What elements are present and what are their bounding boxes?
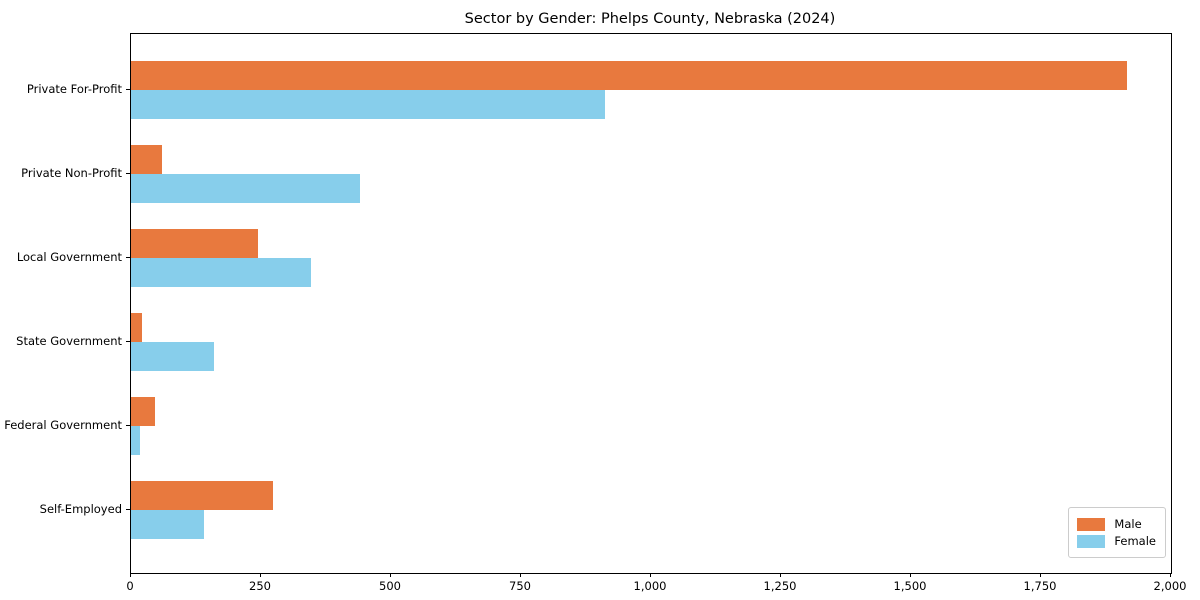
chart-title: Sector by Gender: Phelps County, Nebrask…	[464, 11, 836, 27]
x-axis-tick	[910, 573, 911, 577]
bar-male-private-for-profit	[131, 61, 1127, 90]
x-axis-tick	[1170, 573, 1171, 577]
legend-swatch-female	[1077, 534, 1106, 548]
x-axis-tick-label: 0	[126, 579, 134, 593]
x-axis-tick	[780, 573, 781, 577]
x-axis-tick-label: 1,750	[1023, 579, 1057, 593]
y-axis-tick	[126, 173, 130, 174]
y-axis-label-federal-government: Federal Government	[4, 418, 122, 432]
y-axis-label-local-government: Local Government	[16, 250, 122, 264]
x-axis-tick	[1040, 573, 1041, 577]
legend-label: Female	[1114, 534, 1156, 548]
bar-female-private-non-profit	[131, 174, 360, 203]
legend-label: Male	[1114, 517, 1142, 531]
legend-swatch-male	[1077, 517, 1106, 531]
y-axis-label-private-for-profit: Private For-Profit	[26, 82, 122, 96]
y-axis-label-state-government: State Government	[16, 334, 122, 348]
bar-male-federal-government	[131, 397, 155, 426]
x-axis-tick	[520, 573, 521, 577]
y-axis-tick	[126, 341, 130, 342]
x-axis-tick	[260, 573, 261, 577]
x-axis-tick-label: 2,000	[1153, 579, 1187, 593]
bar-female-private-for-profit	[131, 90, 606, 119]
y-axis-label-private-non-profit: Private Non-Profit	[21, 166, 122, 180]
x-axis-tick-label: 1,000	[633, 579, 667, 593]
y-axis-tick	[126, 509, 130, 510]
bar-female-self-employed	[131, 510, 204, 539]
x-axis-tick-label: 750	[509, 579, 531, 593]
plot-area: Male Female	[130, 33, 1172, 574]
x-axis-tick	[390, 573, 391, 577]
y-axis-tick	[126, 257, 130, 258]
legend: Male Female	[1068, 507, 1166, 558]
bar-male-private-non-profit	[131, 145, 163, 174]
bar-female-federal-government	[131, 426, 141, 455]
bar-female-state-government	[131, 342, 215, 371]
y-axis-tick	[126, 89, 130, 90]
bar-male-state-government	[131, 313, 143, 342]
legend-item-male: Male	[1077, 517, 1156, 531]
bar-female-local-government	[131, 258, 312, 287]
x-axis-tick-label: 500	[379, 579, 401, 593]
x-axis-tick	[130, 573, 131, 577]
x-axis-tick-label: 1,250	[763, 579, 797, 593]
x-axis-tick-label: 1,500	[893, 579, 927, 593]
y-axis-label-self-employed: Self-Employed	[39, 502, 122, 516]
x-axis-tick-label: 250	[249, 579, 271, 593]
bar-male-self-employed	[131, 481, 273, 510]
bar-male-local-government	[131, 229, 259, 258]
y-axis-tick	[126, 425, 130, 426]
legend-item-female: Female	[1077, 534, 1156, 548]
x-axis-tick	[650, 573, 651, 577]
